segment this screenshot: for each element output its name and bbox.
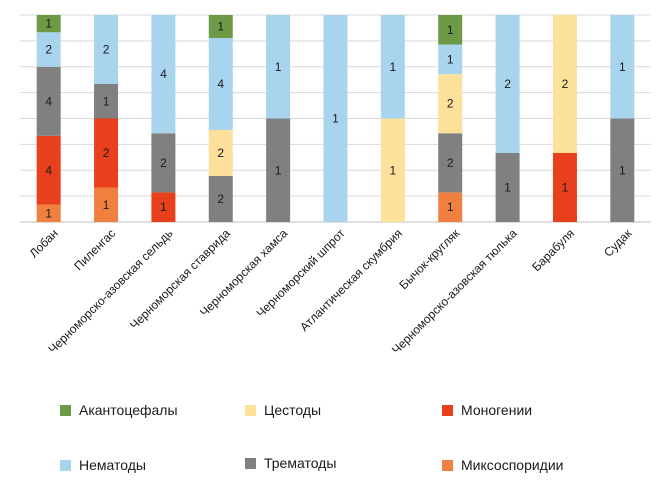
category-label: Черноморско-азовская сельдь <box>45 226 175 356</box>
bar-segment <box>610 118 635 222</box>
data-label: 2 <box>217 192 224 206</box>
category-label: Черноморская ставрида <box>127 226 233 332</box>
bar-segment <box>438 74 463 134</box>
bar-segment <box>610 15 635 119</box>
bar-segment <box>94 15 119 84</box>
bar-segment <box>380 15 405 119</box>
category-label: Черноморско-азовская тюлька <box>389 226 520 357</box>
bar-segment <box>36 135 61 205</box>
bar-segment <box>323 15 348 222</box>
bar-segment <box>495 15 520 153</box>
category-label: Лобан <box>27 226 61 260</box>
data-label: 1 <box>447 23 454 37</box>
bar-segment <box>438 15 463 45</box>
bar-segment <box>552 15 577 153</box>
bars: 1 4 4 2 1 1 2 1 2 1 2 4 2 2 4 1 1 1 1 1 1 1 2 2 1 1 1 2 1 2 1 1 <box>36 15 635 222</box>
data-label: 1 <box>390 60 397 74</box>
data-label: 1 <box>160 200 167 214</box>
data-label: 4 <box>45 163 52 177</box>
bar-segment <box>438 133 463 193</box>
data-label: 2 <box>103 43 110 57</box>
data-label: 1 <box>45 206 52 220</box>
data-label: 1 <box>447 200 454 214</box>
data-label: 1 <box>562 181 569 195</box>
data-label: 1 <box>447 52 454 66</box>
data-label: 4 <box>160 67 167 81</box>
data-label: 1 <box>45 17 52 31</box>
data-label: 2 <box>103 146 110 160</box>
bar-segment <box>552 153 577 222</box>
bar-segment <box>266 118 291 222</box>
data-label: 1 <box>103 94 110 108</box>
data-label: 2 <box>562 77 569 91</box>
data-label: 1 <box>504 181 511 195</box>
data-label: 1 <box>103 198 110 212</box>
data-label: 4 <box>45 94 52 108</box>
category-label: Барабуля <box>529 226 577 274</box>
category-label: Пиленгас <box>71 226 118 273</box>
data-label: 2 <box>447 97 454 111</box>
category-label: Атлантическая скумбрия <box>297 226 405 334</box>
bar-segment <box>208 38 233 130</box>
bar-segment <box>151 133 176 193</box>
bar-segment <box>380 118 405 222</box>
data-label: 1 <box>275 60 282 74</box>
bar-segment <box>94 187 119 222</box>
data-label: 1 <box>619 60 626 74</box>
bar-segment <box>438 44 463 75</box>
data-label: 1 <box>217 20 224 34</box>
bar-segment <box>208 15 233 38</box>
data-label: 2 <box>160 156 167 170</box>
data-label: 4 <box>217 77 224 91</box>
bar-segment <box>266 15 291 119</box>
data-label: 1 <box>275 163 282 177</box>
data-label: 2 <box>217 146 224 160</box>
category-label: Судак <box>601 226 635 260</box>
bar-segment <box>208 176 233 222</box>
data-label: 1 <box>619 163 626 177</box>
bar-segment <box>36 15 61 33</box>
bar-segment <box>94 118 119 188</box>
bar-segment <box>151 15 176 134</box>
bar-segment <box>94 84 119 119</box>
bar-segment <box>151 192 176 222</box>
data-label: 2 <box>504 77 511 91</box>
bar-segment <box>495 153 520 222</box>
data-label: 1 <box>332 112 339 126</box>
bar-segment <box>36 204 61 222</box>
data-label: 2 <box>45 43 52 57</box>
data-label: 2 <box>447 156 454 170</box>
bar-segment <box>36 32 61 67</box>
data-label: 1 <box>390 163 397 177</box>
bar-segment <box>36 66 61 136</box>
bar-segment <box>208 130 233 176</box>
bar-segment <box>438 192 463 222</box>
